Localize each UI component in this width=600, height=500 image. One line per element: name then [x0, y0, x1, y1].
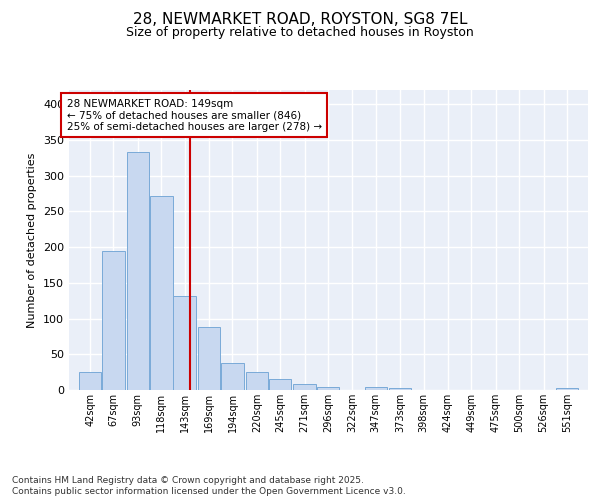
Text: Contains public sector information licensed under the Open Government Licence v3: Contains public sector information licen…: [12, 487, 406, 496]
Bar: [317, 387, 339, 390]
Text: Size of property relative to detached houses in Royston: Size of property relative to detached ho…: [126, 26, 474, 39]
Text: 28, NEWMARKET ROAD, ROYSTON, SG8 7EL: 28, NEWMARKET ROAD, ROYSTON, SG8 7EL: [133, 12, 467, 28]
Bar: [389, 388, 412, 390]
Bar: [221, 363, 244, 390]
Text: 28 NEWMARKET ROAD: 149sqm
← 75% of detached houses are smaller (846)
25% of semi: 28 NEWMARKET ROAD: 149sqm ← 75% of detac…: [67, 98, 322, 132]
Bar: [269, 378, 292, 390]
Bar: [127, 152, 149, 390]
Bar: [293, 384, 316, 390]
Bar: [79, 372, 101, 390]
Bar: [556, 388, 578, 390]
Bar: [173, 296, 196, 390]
Y-axis label: Number of detached properties: Number of detached properties: [28, 152, 37, 328]
Bar: [198, 327, 220, 390]
Bar: [150, 196, 173, 390]
Bar: [102, 250, 125, 390]
Bar: [365, 387, 387, 390]
Bar: [245, 372, 268, 390]
Text: Contains HM Land Registry data © Crown copyright and database right 2025.: Contains HM Land Registry data © Crown c…: [12, 476, 364, 485]
